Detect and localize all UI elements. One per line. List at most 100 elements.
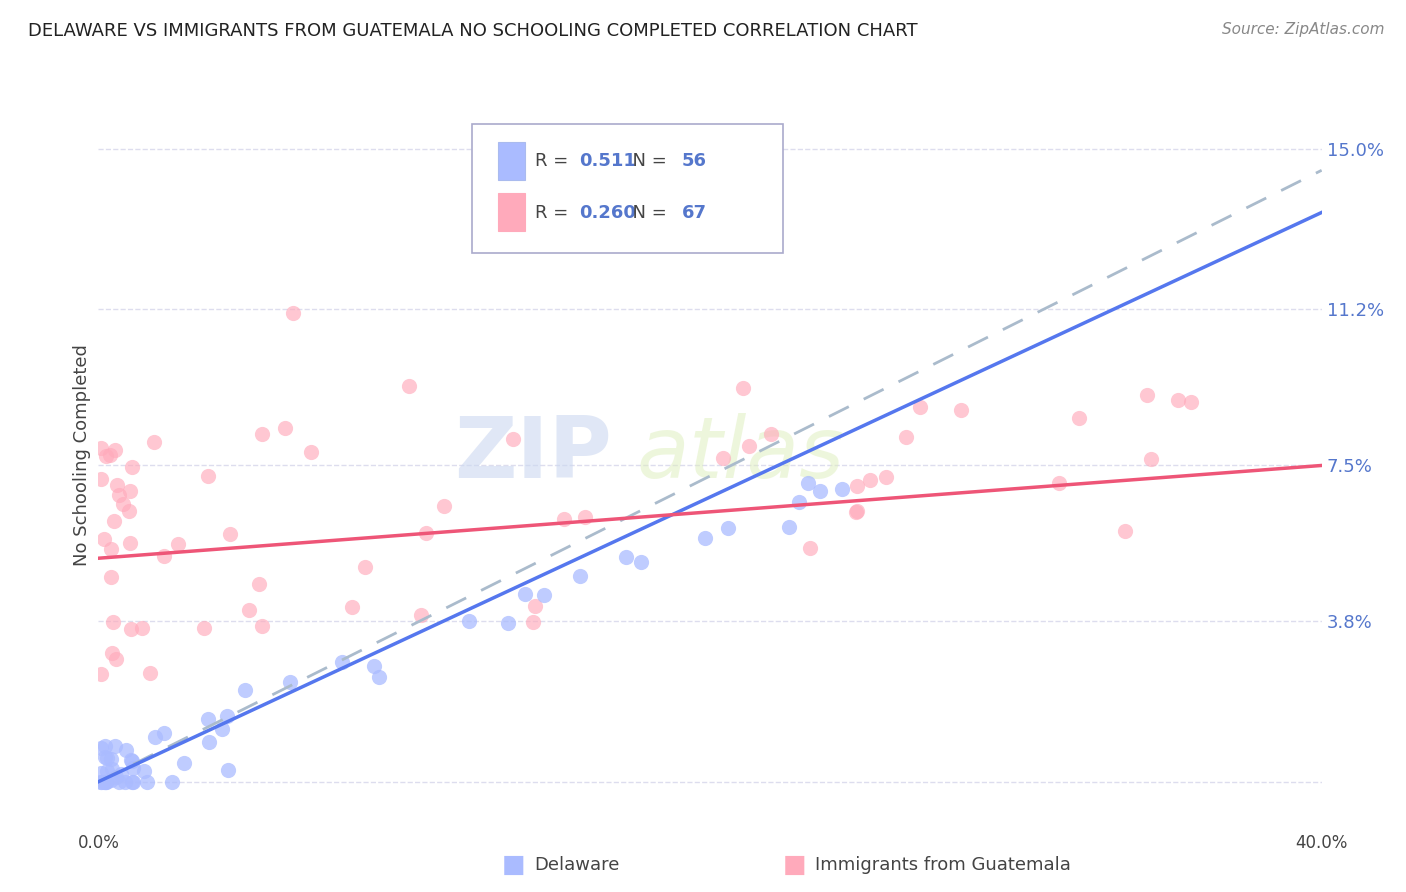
Point: [93, 749, 115, 764]
Point: [894, 430, 917, 444]
Point: [797, 475, 820, 490]
Point: [808, 484, 831, 499]
Point: [502, 432, 524, 446]
Point: [120, 536, 142, 550]
Point: [278, 675, 301, 690]
Point: [340, 600, 363, 615]
Point: [90, 442, 112, 456]
Point: [100, 542, 122, 557]
Point: [105, 652, 128, 666]
Point: [367, 670, 389, 684]
Point: [166, 537, 188, 551]
Point: [90, 766, 112, 780]
Text: R =: R =: [536, 153, 574, 170]
Text: 0.511: 0.511: [579, 153, 636, 170]
Point: [90, 774, 112, 789]
Point: [859, 473, 882, 487]
Point: [121, 774, 143, 789]
Point: [114, 743, 136, 757]
Point: [235, 682, 257, 697]
FancyBboxPatch shape: [498, 142, 526, 180]
Point: [250, 619, 273, 633]
Y-axis label: No Schooling Completed: No Schooling Completed: [73, 344, 91, 566]
Point: [218, 526, 240, 541]
Point: [778, 520, 800, 534]
Point: [100, 773, 122, 788]
Point: [198, 735, 221, 749]
Point: [1114, 524, 1136, 539]
Point: [458, 614, 481, 628]
Point: [90, 472, 112, 486]
Point: [160, 774, 183, 789]
Point: [121, 460, 143, 475]
Point: [875, 470, 897, 484]
Point: [711, 450, 734, 465]
Text: Delaware: Delaware: [534, 856, 620, 874]
Point: [614, 549, 637, 564]
Point: [93, 532, 115, 546]
Point: [799, 541, 821, 555]
Point: [1136, 388, 1159, 402]
Text: N =: N =: [620, 203, 672, 222]
Point: [731, 381, 754, 395]
Point: [787, 495, 810, 509]
Text: Immigrants from Guatemala: Immigrants from Guatemala: [815, 856, 1071, 874]
Point: [120, 622, 142, 636]
Point: [108, 488, 131, 502]
Point: [759, 426, 782, 441]
Point: [1047, 476, 1070, 491]
Point: [247, 577, 270, 591]
Point: [103, 615, 125, 630]
Point: [1180, 394, 1202, 409]
Text: ■: ■: [502, 854, 524, 877]
Point: [131, 621, 153, 635]
Point: [173, 756, 195, 771]
Point: [103, 514, 125, 528]
Text: 56: 56: [682, 153, 707, 170]
Text: atlas: atlas: [637, 413, 845, 497]
Point: [98, 448, 121, 462]
Point: [120, 754, 142, 768]
Point: [153, 549, 176, 563]
Point: [330, 655, 353, 669]
Point: [118, 483, 141, 498]
Point: [90, 741, 112, 756]
Point: [363, 658, 385, 673]
Point: [108, 774, 131, 789]
Point: [496, 616, 519, 631]
Text: ■: ■: [783, 854, 806, 877]
Point: [118, 503, 141, 517]
Point: [831, 482, 853, 496]
Point: [197, 712, 219, 726]
Point: [135, 774, 157, 789]
FancyBboxPatch shape: [471, 124, 783, 253]
Point: [94, 739, 117, 753]
Point: [153, 726, 176, 740]
Point: [215, 708, 238, 723]
Text: R =: R =: [536, 203, 574, 222]
Point: [524, 599, 547, 613]
Point: [121, 761, 143, 775]
Text: 0.0%: 0.0%: [77, 834, 120, 852]
Point: [94, 774, 117, 789]
Point: [138, 665, 160, 680]
Point: [122, 774, 145, 789]
Point: [250, 426, 273, 441]
Point: [415, 525, 437, 540]
Point: [273, 420, 295, 434]
Point: [90, 774, 112, 789]
Point: [398, 379, 420, 393]
Point: [100, 762, 122, 776]
Point: [100, 646, 122, 660]
Point: [104, 739, 127, 754]
Point: [533, 588, 555, 602]
Point: [104, 443, 127, 458]
Point: [217, 763, 239, 777]
Point: [910, 400, 932, 414]
Point: [630, 555, 652, 569]
Point: [193, 621, 215, 635]
Point: [114, 774, 136, 789]
Text: 40.0%: 40.0%: [1295, 834, 1348, 852]
Point: [93, 774, 115, 789]
Point: [1069, 411, 1091, 425]
